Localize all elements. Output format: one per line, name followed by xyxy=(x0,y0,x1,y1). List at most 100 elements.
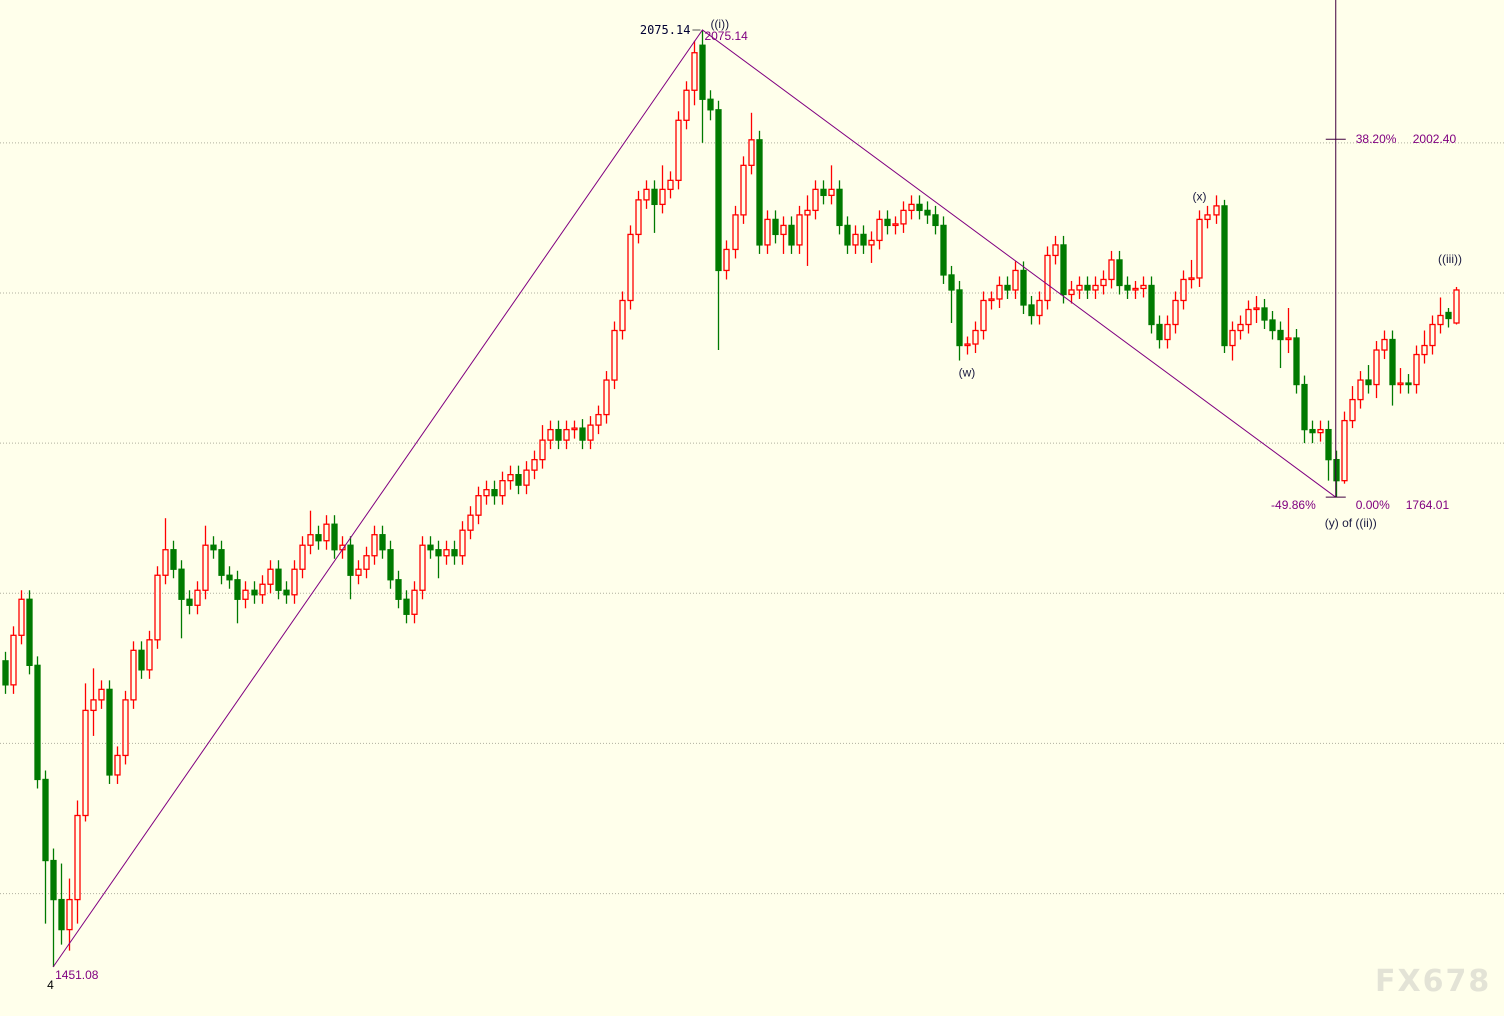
candle-up xyxy=(259,575,266,604)
candle-up xyxy=(996,276,1003,308)
candle-body xyxy=(363,555,370,570)
candle-up xyxy=(483,480,490,505)
candle-body xyxy=(210,544,217,551)
candle-body xyxy=(1020,269,1027,306)
candle-down xyxy=(138,641,145,679)
candle-body xyxy=(1445,311,1452,320)
candle-up xyxy=(130,641,137,709)
candle-body xyxy=(523,469,530,486)
candle-down xyxy=(1156,315,1163,349)
candle-body xyxy=(218,549,225,576)
candle-body xyxy=(651,188,658,206)
candle-body xyxy=(26,598,33,666)
candle-body xyxy=(1277,329,1284,341)
candle-body xyxy=(924,209,931,216)
candle-body xyxy=(948,274,955,291)
candle-up xyxy=(1188,259,1195,289)
candle-down xyxy=(315,525,322,550)
candle-body xyxy=(683,89,690,121)
candle-down xyxy=(218,540,225,585)
candle-up xyxy=(1349,386,1356,429)
candle-body xyxy=(74,814,81,901)
candle-body xyxy=(1204,214,1211,221)
candle-body xyxy=(1028,304,1035,317)
candle-body xyxy=(403,598,410,615)
candle-up xyxy=(812,180,819,220)
candle-down xyxy=(50,848,57,968)
candle-up xyxy=(723,240,730,280)
candle-body xyxy=(1317,428,1324,434)
candle-body xyxy=(1429,323,1436,347)
candle-up xyxy=(323,515,330,550)
candle-body xyxy=(1012,269,1019,291)
candle-down xyxy=(1277,321,1284,369)
candle-body xyxy=(1405,382,1412,386)
candle-body xyxy=(1293,337,1300,386)
candle-body xyxy=(315,534,322,542)
candle-up xyxy=(98,680,105,709)
candle-up xyxy=(683,81,690,130)
candle-up xyxy=(1237,315,1244,340)
candle-body xyxy=(707,98,714,111)
candle-up xyxy=(90,668,97,736)
candle-up xyxy=(531,450,538,480)
candle-down xyxy=(916,195,923,220)
candle-body xyxy=(1261,307,1268,321)
candle-body xyxy=(1156,323,1163,341)
gridlines xyxy=(0,142,1504,895)
candle-down xyxy=(178,560,185,639)
candle-up xyxy=(1052,235,1059,265)
candle-up xyxy=(908,195,915,220)
candle-body xyxy=(1188,277,1195,281)
fib-0-value-label: 1764.01 xyxy=(1406,498,1450,512)
candle-up xyxy=(475,486,482,525)
candle-body xyxy=(106,688,113,776)
candle-body xyxy=(748,139,755,166)
candle-body xyxy=(507,474,514,482)
candle-up xyxy=(1180,270,1187,310)
candle-down xyxy=(1269,310,1276,340)
candle-body xyxy=(844,224,851,246)
candle-body xyxy=(259,583,266,596)
candle-down xyxy=(1028,295,1035,325)
candle-body xyxy=(202,544,209,591)
candle-body xyxy=(900,209,907,225)
candle-down xyxy=(948,265,955,324)
candle-up xyxy=(988,291,995,310)
candle-up xyxy=(1204,205,1211,229)
candle-body xyxy=(852,233,859,246)
candle-up xyxy=(1357,371,1364,409)
candle-body xyxy=(483,489,490,497)
candle-up xyxy=(1172,291,1179,334)
candle-down xyxy=(884,210,891,235)
candle-body xyxy=(323,523,330,542)
candle-down xyxy=(170,540,177,579)
candle-body xyxy=(1124,284,1131,291)
candle-body xyxy=(804,209,811,216)
candle-down xyxy=(1405,374,1412,394)
candle-down xyxy=(1084,276,1091,299)
candle-body xyxy=(1164,323,1171,341)
candle-body xyxy=(275,568,282,591)
candle-up xyxy=(595,405,602,435)
candle-body xyxy=(395,579,402,600)
candle-up xyxy=(1381,330,1388,360)
candle-body xyxy=(291,568,298,596)
candle-body xyxy=(1389,338,1396,386)
candle-down xyxy=(715,100,722,351)
candle-body xyxy=(58,898,65,931)
candle-down xyxy=(2,651,9,694)
candle-down xyxy=(956,280,963,361)
candle-body xyxy=(627,233,634,302)
candle-body xyxy=(475,495,482,516)
candle-up xyxy=(114,746,121,784)
fib-38-value-label: 2002.40 xyxy=(1413,132,1457,146)
candle-up xyxy=(194,581,201,615)
candle-body xyxy=(868,239,875,246)
low-price-label: 1451.08 xyxy=(55,968,99,982)
candle-down xyxy=(1116,250,1123,295)
candle-down xyxy=(275,560,282,600)
candle-body xyxy=(491,489,498,497)
peak-price-arrow-label: 2075.14 xyxy=(640,23,691,37)
candle-body xyxy=(756,139,763,246)
